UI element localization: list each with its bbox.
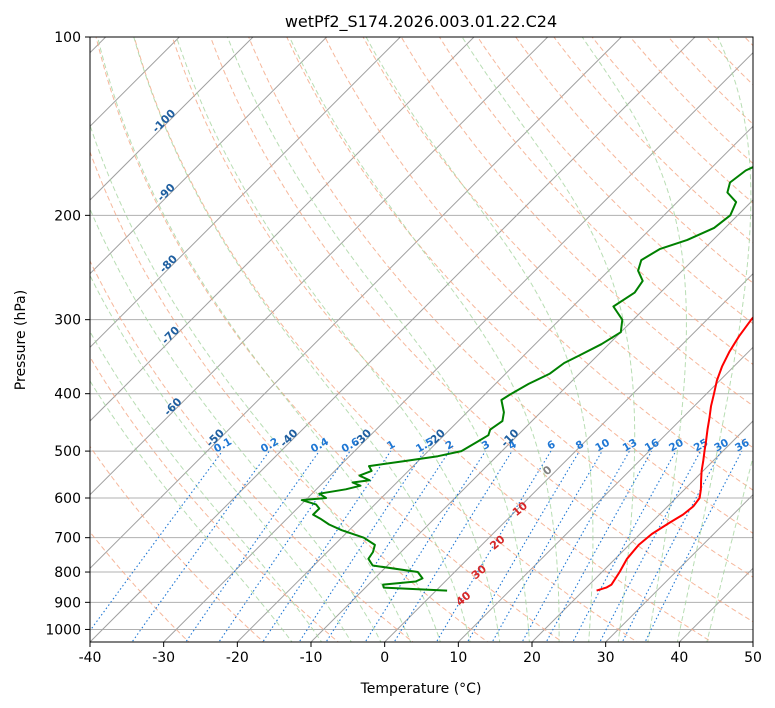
dry-adiabat-line: [133, 37, 638, 642]
dry-adiabat-line: [90, 259, 414, 642]
isobar-gridlines: [90, 37, 753, 630]
x-tick-label: 0: [380, 650, 389, 666]
isotherm-lines: [90, 37, 753, 642]
mixing-ratio-line: [599, 450, 701, 642]
moist-adiabat-line: [365, 37, 594, 642]
mixing-ratio-lines: [90, 450, 743, 642]
isotherm-line: [531, 420, 753, 642]
dry-adiabat-line: [90, 531, 190, 642]
isotherm-line: [384, 272, 753, 642]
isotherm-line: [90, 37, 549, 496]
isotherm-line: [90, 37, 622, 570]
dry-adiabat-line: [171, 37, 713, 642]
mixing-ratio-line: [364, 450, 486, 642]
x-tick-label: -30: [152, 650, 175, 666]
moist-adiabat-line: [90, 207, 382, 642]
y-tick-label: 600: [54, 491, 81, 507]
mixing-ratio-line: [393, 450, 513, 642]
mixing-ratio-line: [218, 450, 351, 642]
dry-adiabat-line: [248, 37, 753, 578]
isotherm-line: [163, 51, 753, 642]
dry-adiabat-line: [324, 37, 753, 491]
moist-adiabat-line: [97, 37, 441, 642]
moist-adiabat-line: [90, 330, 323, 642]
x-axis-ticks: -40 -30 -20 -10 0 10 20 30 40 50: [79, 642, 762, 666]
moist-adiabat-line: [581, 37, 687, 642]
y-tick-label: 800: [54, 565, 81, 581]
moist-adiabat-line: [289, 37, 560, 642]
isotherm-line: [236, 125, 753, 642]
mixing-ratio-line: [131, 450, 270, 642]
y-tick-label: 1000: [45, 622, 81, 638]
y-tick-label: 300: [54, 313, 81, 329]
mixing-ratio-line: [185, 450, 320, 642]
y-tick-label: 900: [54, 595, 81, 611]
dry-adiabat-line: [95, 37, 564, 642]
mixing-ratio-line: [298, 450, 425, 642]
mixing-ratio-line: [621, 450, 722, 642]
y-tick-label: 700: [54, 531, 81, 547]
moist-adiabat-line: [706, 455, 753, 642]
background-lines: [90, 37, 753, 642]
temperature-profile-line: [596, 316, 753, 592]
mixing-ratio-line: [325, 450, 450, 642]
x-tick-label: 40: [670, 650, 688, 666]
isotherm-line: [90, 37, 254, 201]
mixing-ratio-line: [572, 450, 677, 642]
dry-adiabat-line: [362, 37, 753, 449]
moist-adiabat-line: [175, 37, 501, 642]
x-tick-label: 50: [744, 650, 762, 666]
x-tick-label: -10: [300, 650, 323, 666]
moist-adiabat-line: [90, 380, 293, 642]
isotherm-line: [310, 199, 753, 642]
y-axis-label: Pressure (hPa): [13, 290, 29, 390]
moist-adiabat-line: [90, 274, 352, 642]
y-tick-label: 100: [54, 30, 81, 46]
dry-adiabat-line: [438, 37, 753, 366]
x-axis-label: Temperature (°C): [360, 681, 482, 697]
dry-adiabat-line: [90, 150, 489, 642]
x-tick-label: -40: [79, 650, 102, 666]
moist-adiabat-line: [227, 37, 530, 642]
isotherm-line: [457, 346, 753, 642]
x-tick-label: 20: [523, 650, 541, 666]
isotherm-line: [90, 37, 696, 642]
isotherm-line: [90, 37, 328, 275]
dry-adiabat-line: [209, 37, 753, 623]
y-tick-label: 500: [54, 444, 81, 460]
y-axis-ticks: 100 200 300 400 500 600 700 800 900 1000: [45, 30, 90, 638]
isotherm-line: [90, 37, 475, 422]
y-tick-label: 400: [54, 387, 81, 403]
dry-adiabat-line: [286, 37, 753, 534]
mixing-ratio-line: [262, 450, 392, 642]
y-tick-label: 200: [54, 208, 81, 224]
chart-title: wetPf2_S174.2026.003.01.22.C24: [285, 12, 557, 32]
plot-frame: [89, 36, 754, 643]
x-tick-label: -20: [226, 650, 249, 666]
x-tick-label: 30: [597, 650, 615, 666]
isotherm-line: [90, 37, 401, 349]
isotherm-line: [605, 493, 753, 642]
mixing-ratio-line: [90, 450, 223, 632]
moist-adiabat-lines: [90, 37, 753, 642]
x-tick-label: 10: [449, 650, 467, 666]
moist-adiabat-line: [461, 37, 636, 642]
sounding-series: [300, 166, 753, 592]
moist-adiabat-line: [676, 37, 752, 642]
mixing-ratio-line: [466, 450, 580, 642]
moist-adiabat-line: [90, 123, 412, 642]
dewpoint-profile-line: [300, 166, 753, 592]
